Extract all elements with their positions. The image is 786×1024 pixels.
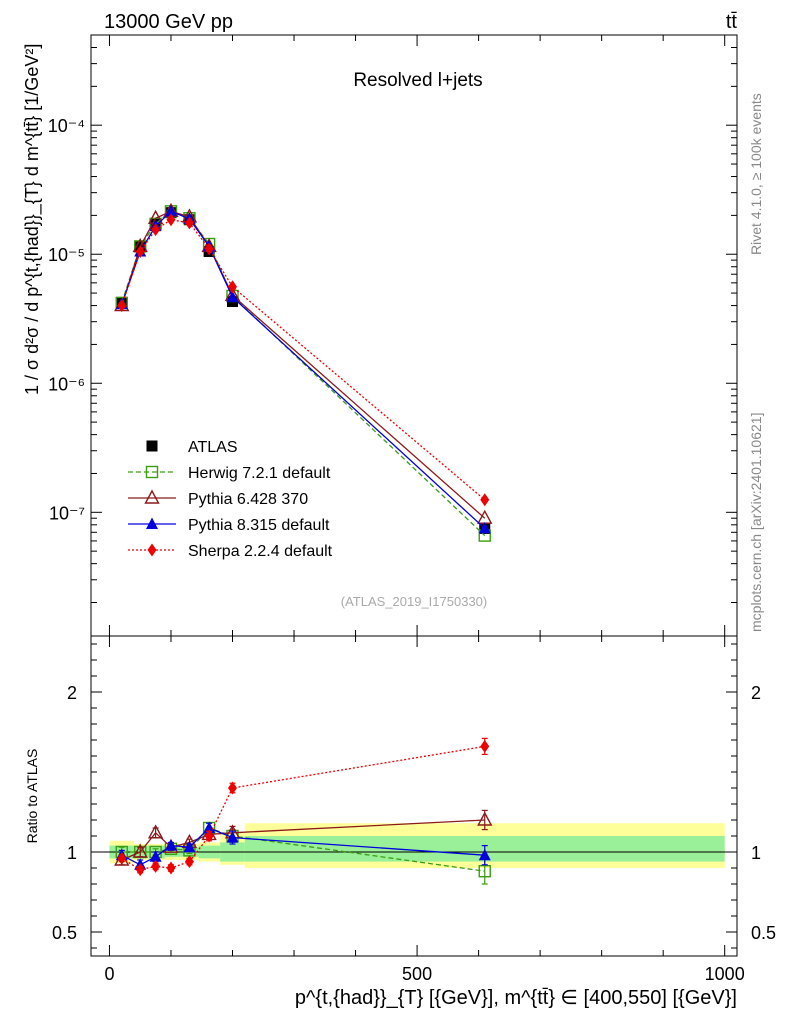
main-series-group [114,202,493,542]
main-y-tick-label: 10⁻⁶ [48,374,85,394]
ratio-point-pythia6 [147,824,164,839]
ratio-point-sherpa [151,859,161,873]
ratio-y-tick-label-left: 2 [67,683,77,703]
main-point-sherpa [228,280,238,294]
ratio-y-tick-label-right: 0.5 [751,923,776,943]
ratio-series-pythia8 [115,821,491,871]
ratio-point-pythia8 [203,821,216,833]
legend-marker-pythia6 [144,489,160,504]
main-point-pythia8 [226,290,239,303]
ratio-point-pythia8 [149,850,162,862]
main-point-sherpa [204,242,214,256]
ratio-series-sherpa [117,737,490,877]
ratio-point-pythia8 [183,840,196,853]
ratio-y-tick-label-right: 2 [751,683,761,703]
ratio-point-sherpa [480,739,490,753]
x-axis-label: p^{t,{had}}_{T} [{GeV}], m^{tt̄} ∈ [400,… [295,987,737,1009]
ratio-point-pythia6 [132,843,148,858]
legend-marker-herwig [145,465,159,479]
ratio-point-sherpa [204,829,214,843]
main-point-sherpa [184,216,194,230]
ratio-y-tick-label-left: 0.5 [52,923,77,943]
main-series-atlas [116,207,491,534]
main-series-pythia8 [115,204,491,534]
rivet-version-label: Rivet 4.1.0, ≥ 100k events [748,93,764,255]
mcplots-label: mcplots.cern.ch [arXiv:2401.10621] [748,413,764,632]
main-point-sherpa [166,213,176,227]
legend-label-pythia6: Pythia 6.428 370 [188,491,308,508]
main-y-axis-label: 1 / σ d²σ / d p^{t,{had}}_{T} d m^{tt̄} … [22,44,43,395]
main-point-pythia6 [477,509,493,524]
main-point-sherpa [117,299,127,313]
ratio-point-sherpa [117,851,127,865]
ratio-y-tick-label-right: 1 [751,843,761,863]
legend-label-atlas: ATLAS [188,439,238,456]
main-series-sherpa [117,213,490,507]
main-point-sherpa [480,493,490,507]
main-point-sherpa [151,223,161,237]
ratio-plot-panel: 0.5 0.5 1 1 2 2 0 500 1000 Ratio to ATLAS p^{t,{… [24,635,776,1009]
ratio-point-sherpa [228,781,238,795]
ratio-point-pythia8 [478,848,491,861]
ratio-point-sherpa [166,861,176,875]
energy-label: 13000 GeV pp [104,11,233,33]
ratio-point-pythia8 [226,831,239,843]
ratio-x-tick-label: 1000 [705,964,745,984]
analysis-watermark: (ATLAS_2019_I1750330) [341,594,487,609]
ratio-line-herwig [121,827,485,872]
ratio-point-pythia6 [477,811,493,826]
main-y-ticks: 10⁻⁷ 10⁻⁶ 10⁻⁵ 10⁻⁴ [48,34,737,636]
ratio-axis-ticks: 0.5 0.5 1 1 2 2 0 500 1000 [52,636,776,984]
legend-marker-atlas [146,440,158,452]
main-point-pythia8 [478,521,491,534]
ratio-series-group [114,737,493,885]
legend-marker-sherpa [147,543,157,557]
legend-label-pythia8: Pythia 8.315 default [188,517,330,534]
main-point-sherpa [135,244,145,258]
main-line-sherpa [121,219,486,501]
ratio-x-tick-label: 0 [104,964,114,984]
process-label: tt̄ [726,11,738,33]
legend-marker-pythia8 [146,517,158,529]
ratio-y-axis-label: Ratio to ATLAS [24,749,40,844]
legend: ATLAS Herwig 7.2.1 default Pythia 6.428 37… [128,439,333,560]
main-plot-panel: 10⁻⁷ 10⁻⁶ 10⁻⁵ 10⁻⁴ Resolved l+jets (ATLAS_… [22,34,738,637]
main-y-tick-label: 10⁻⁴ [48,116,85,136]
ratio-point-sherpa [135,863,145,877]
main-y-tick-label: 10⁻⁵ [48,245,85,265]
plot-title: Resolved l+jets [353,70,482,91]
ratio-point-pythia8 [164,839,177,851]
ratio-y-tick-label-left: 1 [67,843,77,863]
legend-label-sherpa: Sherpa 2.2.4 default [188,543,333,560]
legend-label-herwig: Herwig 7.2.1 default [188,465,331,482]
main-line-pythia8 [121,210,486,529]
main-y-tick-label: 10⁻⁷ [49,503,85,523]
ratio-plot-frame [90,635,738,957]
ratio-x-tick-label: 500 [402,964,432,984]
ratio-point-sherpa [184,855,194,869]
ratio-point-herwig [478,865,491,878]
main-line-herwig [121,210,486,537]
main-point-pythia8 [164,204,177,217]
